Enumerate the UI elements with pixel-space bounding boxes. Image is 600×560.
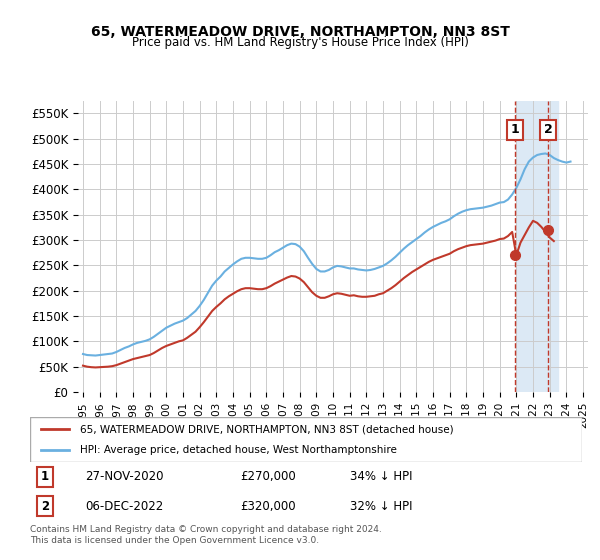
Text: £320,000: £320,000 bbox=[240, 500, 295, 512]
Text: 65, WATERMEADOW DRIVE, NORTHAMPTON, NN3 8ST (detached house): 65, WATERMEADOW DRIVE, NORTHAMPTON, NN3 … bbox=[80, 424, 454, 435]
Text: 06-DEC-2022: 06-DEC-2022 bbox=[85, 500, 163, 512]
Text: 27-NOV-2020: 27-NOV-2020 bbox=[85, 470, 164, 483]
Text: £270,000: £270,000 bbox=[240, 470, 296, 483]
Text: 1: 1 bbox=[510, 123, 519, 137]
Text: 1: 1 bbox=[41, 470, 49, 483]
Text: Price paid vs. HM Land Registry's House Price Index (HPI): Price paid vs. HM Land Registry's House … bbox=[131, 36, 469, 49]
Text: 2: 2 bbox=[41, 500, 49, 512]
Text: Contains HM Land Registry data © Crown copyright and database right 2024.
This d: Contains HM Land Registry data © Crown c… bbox=[30, 525, 382, 545]
Bar bbox=[517, 101, 558, 392]
Text: 65, WATERMEADOW DRIVE, NORTHAMPTON, NN3 8ST: 65, WATERMEADOW DRIVE, NORTHAMPTON, NN3 … bbox=[91, 25, 509, 39]
Text: HPI: Average price, detached house, West Northamptonshire: HPI: Average price, detached house, West… bbox=[80, 445, 397, 455]
Text: 34% ↓ HPI: 34% ↓ HPI bbox=[350, 470, 413, 483]
FancyBboxPatch shape bbox=[30, 417, 582, 462]
Text: 32% ↓ HPI: 32% ↓ HPI bbox=[350, 500, 413, 512]
Text: 2: 2 bbox=[544, 123, 553, 137]
